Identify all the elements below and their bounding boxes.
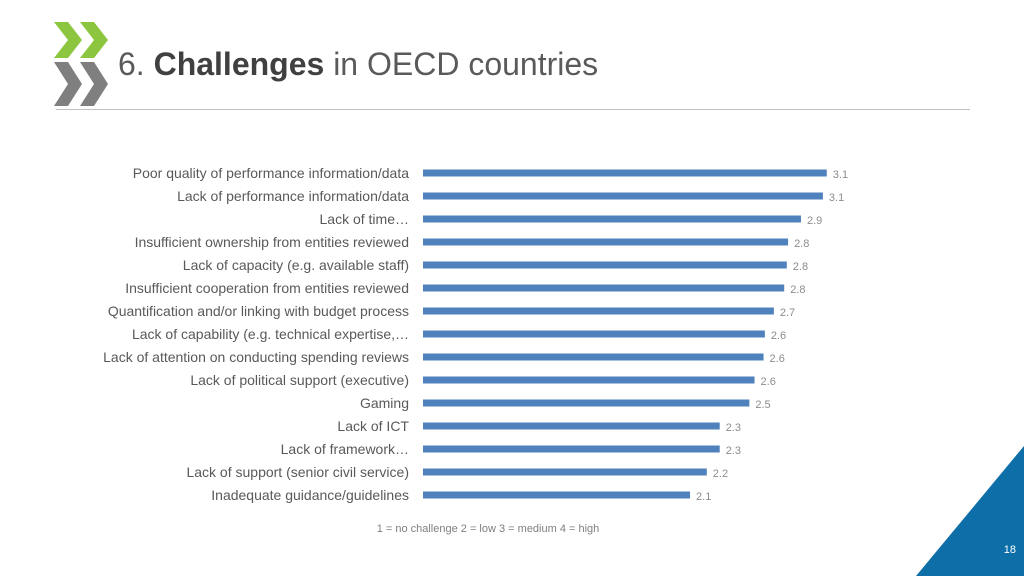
- bar: [423, 307, 774, 315]
- title-divider: [56, 109, 970, 110]
- data-label: 2.6: [761, 376, 776, 388]
- bar: [423, 353, 764, 361]
- bar: [423, 330, 765, 338]
- data-label: 2.8: [790, 284, 805, 296]
- data-label: 2.5: [755, 399, 770, 411]
- category-label: Insufficient ownership from entities rev…: [135, 234, 409, 250]
- title-rest: in OECD countries: [333, 46, 599, 82]
- data-label: 2.3: [726, 422, 741, 434]
- bar: [423, 261, 787, 269]
- category-label: Quantification and/or linking with budge…: [108, 303, 409, 319]
- data-label: 2.8: [793, 261, 808, 273]
- corner-triangle: [916, 446, 1024, 576]
- title-number: 6.: [118, 46, 145, 82]
- category-label: Lack of framework…: [281, 441, 409, 457]
- category-label: Lack of political support (executive): [190, 372, 409, 388]
- bar: [423, 399, 750, 407]
- category-label: Lack of capacity (e.g. available staff): [183, 257, 409, 273]
- data-label: 2.2: [713, 468, 728, 480]
- data-label: 2.6: [771, 330, 786, 342]
- oecd-logo: [54, 22, 108, 106]
- category-label: Inadequate guidance/guidelines: [211, 487, 409, 503]
- category-label: Gaming: [360, 395, 409, 411]
- scale-note: 1 = no challenge 2 = low 3 = medium 4 = …: [376, 523, 600, 535]
- logo-gray-chevron-right: [80, 62, 108, 106]
- category-label: Lack of support (senior civil service): [186, 464, 409, 480]
- page-number: 18: [1003, 544, 1016, 556]
- data-label: 2.3: [726, 445, 741, 457]
- bar: [423, 238, 789, 246]
- category-label: Lack of attention on conducting spending…: [103, 349, 409, 365]
- category-label: Lack of ICT: [337, 418, 409, 434]
- data-label: 2.7: [780, 307, 795, 319]
- title-bold: Challenges: [153, 46, 325, 82]
- data-label: 2.9: [807, 215, 822, 227]
- bar: [423, 445, 720, 453]
- category-label: Lack of time…: [320, 211, 409, 227]
- logo-green-chevron-right: [80, 22, 108, 58]
- slide-title: 6. Challenges in OECD countries: [118, 44, 598, 84]
- bar: [423, 169, 827, 177]
- bar: [423, 491, 691, 499]
- data-label: 3.1: [833, 169, 848, 181]
- logo-gray-chevron-left: [54, 62, 82, 106]
- category-label: Insufficient cooperation from entities r…: [125, 280, 409, 296]
- data-label: 2.1: [696, 491, 711, 503]
- bar: [423, 192, 823, 200]
- logo-green-chevron-left: [54, 22, 82, 58]
- data-label: 2.6: [770, 353, 785, 365]
- bar: [423, 215, 801, 223]
- data-label: 2.8: [794, 238, 809, 250]
- bar: [423, 376, 755, 384]
- category-label: Lack of capability (e.g. technical exper…: [132, 326, 409, 342]
- bar: [423, 422, 720, 430]
- bar: [423, 468, 707, 476]
- category-label: Poor quality of performance information/…: [133, 165, 409, 181]
- data-label: 3.1: [829, 192, 844, 204]
- bar: [423, 284, 785, 292]
- category-label: Lack of performance information/data: [177, 188, 409, 204]
